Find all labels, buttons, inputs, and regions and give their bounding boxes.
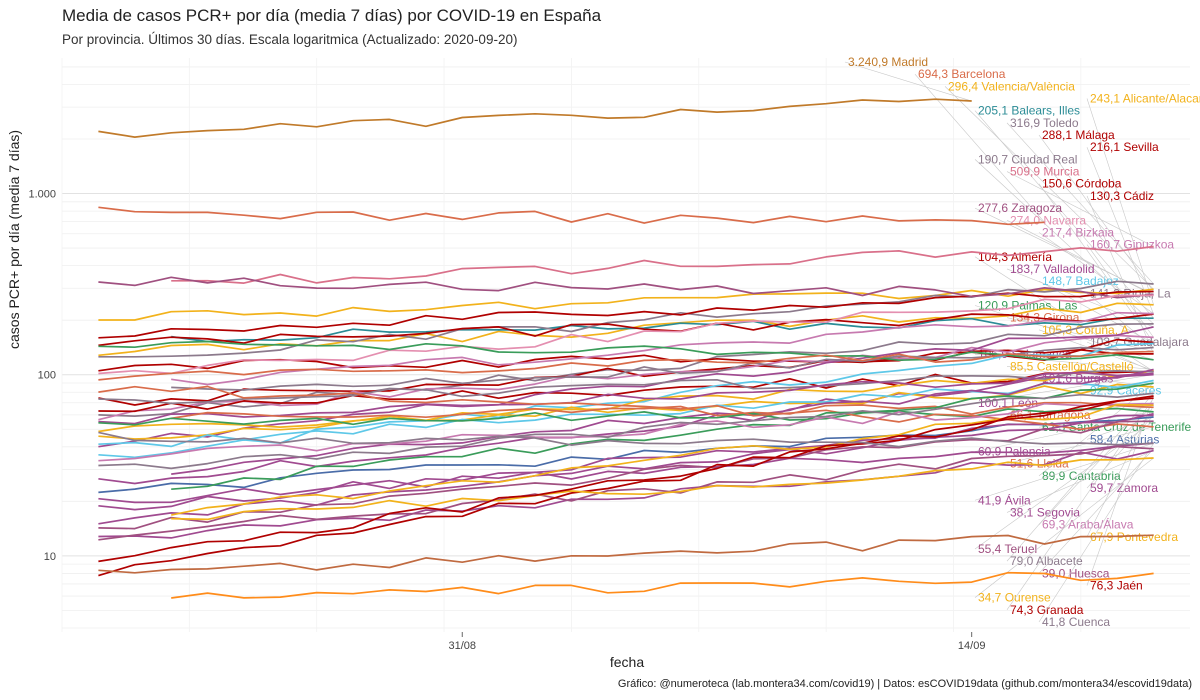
series-label-Coruña, A: 105,3 Coruña, A bbox=[1042, 323, 1129, 337]
label-leader-line bbox=[1086, 147, 1154, 315]
series-label-Lleida: 51,6 Lleida bbox=[1010, 457, 1069, 471]
label-leader-line bbox=[944, 86, 1154, 290]
series-label-Bizkaia: 217,4 Bizkaia bbox=[1042, 225, 1114, 239]
series-line-Madrid bbox=[98, 98, 972, 138]
series-line-Zaragoza bbox=[98, 276, 1154, 299]
label-leader-line bbox=[1086, 341, 1154, 373]
label-leader-line bbox=[1006, 450, 1154, 513]
label-leader-line bbox=[914, 73, 1045, 223]
label-leader-line bbox=[1038, 280, 1154, 344]
series-line-Ávila bbox=[98, 442, 1154, 504]
x-axis-label: fecha bbox=[609, 654, 645, 670]
label-leader-line bbox=[974, 353, 1154, 370]
x-tick-label: 14/09 bbox=[958, 640, 986, 652]
series-label-Teruel: 55,4 Teruel bbox=[978, 542, 1037, 556]
series-line-Cuenca bbox=[98, 431, 1154, 448]
series-label-León: 100,1 León bbox=[978, 396, 1038, 410]
label-leader-line bbox=[974, 442, 1154, 501]
series-line-Murcia bbox=[171, 245, 1154, 284]
series-line-Cantabria bbox=[171, 382, 1154, 491]
series-label-Toledo: 316,9 Toledo bbox=[1010, 116, 1079, 130]
series-label-Zamora: 59,7 Zamora bbox=[1090, 481, 1158, 495]
series-line bbox=[171, 571, 1154, 599]
y-tick-label: 100 bbox=[38, 370, 56, 382]
series-label-Castellón/Castelló: 85,5 Castellón/Castelló bbox=[1010, 359, 1134, 373]
series-line-Segovia bbox=[98, 449, 1154, 539]
label-leader-line bbox=[1006, 171, 1154, 247]
series-line-Navarra bbox=[98, 294, 1154, 375]
series-line-Guadalajara bbox=[98, 370, 1154, 405]
label-leader-line bbox=[1086, 395, 1154, 586]
series-label-Sevilla: 216,1 Sevilla bbox=[1090, 140, 1159, 154]
series-line-Salamanca bbox=[171, 368, 1154, 475]
label-leader-line bbox=[974, 420, 1154, 550]
series-label-Ciudad Real: 190,7 Ciudad Real bbox=[978, 152, 1077, 166]
series-label-Cádiz: 130,3 Cádiz bbox=[1090, 189, 1154, 203]
series-label-Albacete: 79,0 Albacete bbox=[1010, 554, 1083, 568]
series-label-Pontevedra: 67,9 Pontevedra bbox=[1090, 530, 1178, 544]
series-line-Sevilla bbox=[98, 313, 1154, 347]
series-label-Córdoba: 150,6 Córdoba bbox=[1042, 177, 1122, 191]
label-leader-line bbox=[1006, 397, 1154, 610]
label-leader-line bbox=[1038, 443, 1154, 623]
series-line-Teruel bbox=[98, 420, 1154, 530]
label-leader-line bbox=[1086, 244, 1154, 338]
series-label-Málaga: 288,1 Málaga bbox=[1042, 128, 1115, 142]
series-label-Gipuzkoa: 160,7 Gipuzkoa bbox=[1090, 238, 1174, 252]
label-leader-line bbox=[1038, 448, 1154, 574]
series-line-Barcelona bbox=[98, 206, 1045, 226]
label-leader-line bbox=[1038, 329, 1154, 371]
series-label-Ávila: 41,9 Ávila bbox=[978, 492, 1031, 507]
series-line-Araba/Álava bbox=[98, 402, 1154, 462]
series-line-Ourense bbox=[171, 457, 1154, 521]
label-leader-line bbox=[1006, 122, 1154, 285]
y-tick-label: 10 bbox=[44, 551, 56, 563]
x-tick-label: 31/08 bbox=[448, 640, 476, 652]
label-leader-line bbox=[1038, 403, 1154, 525]
series-line-Pontevedra bbox=[171, 403, 1154, 516]
label-leader-line bbox=[1086, 195, 1154, 355]
series-line-Coruña, A bbox=[98, 369, 1154, 440]
series-line-Granada bbox=[98, 397, 1154, 563]
series-line-Toledo bbox=[98, 280, 1154, 358]
series-label-Valladolid: 183,7 Valladolid bbox=[1010, 262, 1095, 276]
series-line bbox=[98, 534, 1154, 574]
label-leader-line bbox=[844, 61, 972, 102]
series-label-Madrid: 3.240,9 Madrid bbox=[848, 55, 928, 69]
series-line-Girona bbox=[98, 350, 1154, 381]
series-line-Palmas, Las bbox=[98, 340, 1154, 362]
series-line-Albacete bbox=[98, 392, 1154, 470]
series-label-Balears, Illes: 205,1 Balears, Illes bbox=[978, 104, 1080, 118]
series-label-Jaén: 76,3 Jaén bbox=[1090, 578, 1143, 592]
series-line-Valladolid bbox=[98, 326, 1154, 448]
label-leader-line bbox=[1038, 134, 1154, 292]
series-label-Segovia: 38,1 Segovia bbox=[1010, 505, 1080, 519]
series-line-Jaén bbox=[98, 395, 1154, 577]
series-label-Alicante/Alacant: 243,1 Alicante/Alacant bbox=[1090, 92, 1200, 106]
series-line-Balears, Illes bbox=[171, 317, 1154, 343]
series-label-Zaragoza: 277,6 Zaragoza bbox=[978, 201, 1062, 215]
label-leader-line bbox=[1086, 98, 1154, 305]
label-leader-line bbox=[1086, 293, 1154, 348]
y-tick-label: 1.000 bbox=[28, 189, 56, 201]
series-label-Cuenca: 41,8 Cuenca bbox=[1042, 615, 1110, 629]
chart-subtitle: Por provincia. Últimos 30 días. Escala l… bbox=[62, 32, 518, 47]
series-label-Barcelona: 694,3 Barcelona bbox=[918, 67, 1006, 81]
label-leader-line bbox=[1038, 232, 1154, 314]
series-label-Ourense: 34,7 Ourense bbox=[978, 591, 1051, 605]
series-label-Murcia: 509,9 Murcia bbox=[1010, 165, 1080, 179]
series-line-Valencia/València bbox=[98, 288, 1154, 321]
chart-caption: Gráfico: @numeroteca (lab.montera34.com/… bbox=[617, 678, 1192, 690]
series-line-Huesca bbox=[98, 445, 1154, 541]
series-label-Araba/Álava: 69,3 Araba/Álava bbox=[1042, 517, 1134, 532]
series-line-Santa Cruz de Tenerife bbox=[98, 407, 1154, 426]
series-label-Valencia/València: 296,4 Valencia/València bbox=[948, 79, 1075, 93]
chart-title: Media de casos PCR+ por día (media 7 día… bbox=[62, 6, 602, 25]
series-line-Zamora bbox=[98, 414, 1154, 525]
